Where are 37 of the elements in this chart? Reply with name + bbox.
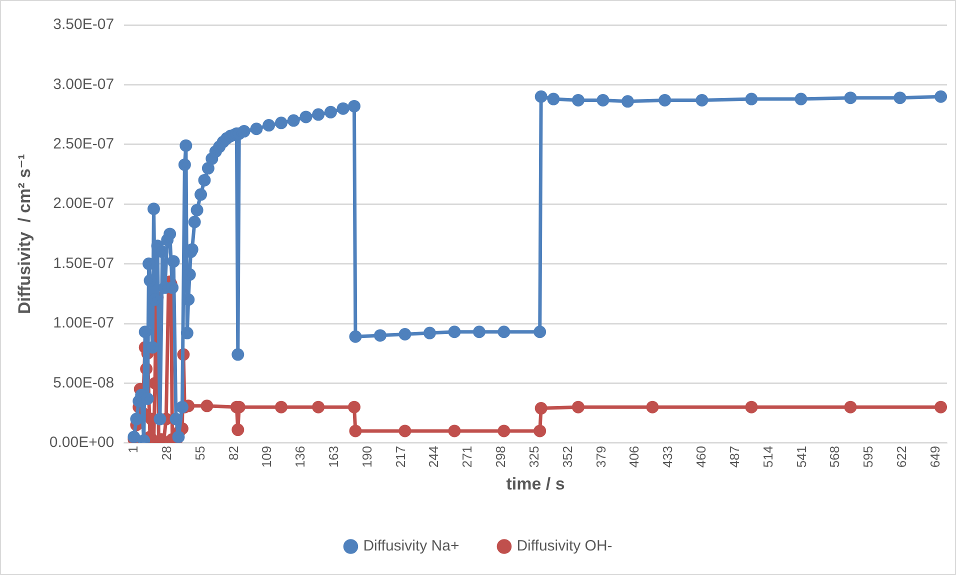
x-tick-label: 325 xyxy=(526,446,542,468)
y-tick-label: 2.50E-07 xyxy=(53,136,114,153)
y-tick-label: 1.00E-07 xyxy=(53,314,114,332)
x-tick-label: 55 xyxy=(192,446,208,460)
x-tick-label: 217 xyxy=(392,446,408,468)
x-tick-label: 190 xyxy=(359,446,374,468)
y-tick-label: 0.00E+00 xyxy=(49,434,114,452)
y-tick-label: 3.00E-07 xyxy=(53,76,114,93)
x-tick-label: 433 xyxy=(660,446,676,468)
y-tick-label: 2.00E-07 xyxy=(53,195,114,212)
x-tick-label: 514 xyxy=(760,446,776,468)
x-tick-label: 352 xyxy=(560,446,575,468)
x-tick-label: 487 xyxy=(726,446,742,468)
legend-label: Diffusivity OH- xyxy=(516,538,612,555)
y-axis-title: Diffusivity / cm² s⁻¹ xyxy=(14,154,34,314)
legend-label: Diffusivity Na+ xyxy=(363,538,460,555)
x-tick-label: 136 xyxy=(292,446,308,468)
x-tick-label: 460 xyxy=(694,446,709,468)
x-tick-label: 1 xyxy=(126,446,141,454)
y-tick-label: 1.50E-07 xyxy=(53,254,114,272)
y-tick-label: 3.50E-07 xyxy=(53,16,114,34)
x-tick-label: 82 xyxy=(226,446,241,460)
y-tick-label: 5.00E-08 xyxy=(53,374,114,392)
x-tick-label: 163 xyxy=(326,446,341,468)
x-tick-label: 649 xyxy=(927,446,942,468)
x-tick-label: 595 xyxy=(860,446,876,468)
x-axis-title: time / s xyxy=(506,474,565,494)
x-tick-label: 244 xyxy=(426,446,442,468)
x-tick-label: 298 xyxy=(493,446,508,468)
x-tick-label: 28 xyxy=(158,446,174,460)
x-tick-label: 622 xyxy=(894,446,910,468)
x-tick-label: 109 xyxy=(259,446,274,468)
x-tick-label: 406 xyxy=(626,446,642,468)
x-tick-label: 271 xyxy=(460,446,475,468)
x-tick-label: 379 xyxy=(593,446,608,468)
x-tick-label: 541 xyxy=(794,446,809,468)
x-tick-label: 568 xyxy=(827,446,842,468)
